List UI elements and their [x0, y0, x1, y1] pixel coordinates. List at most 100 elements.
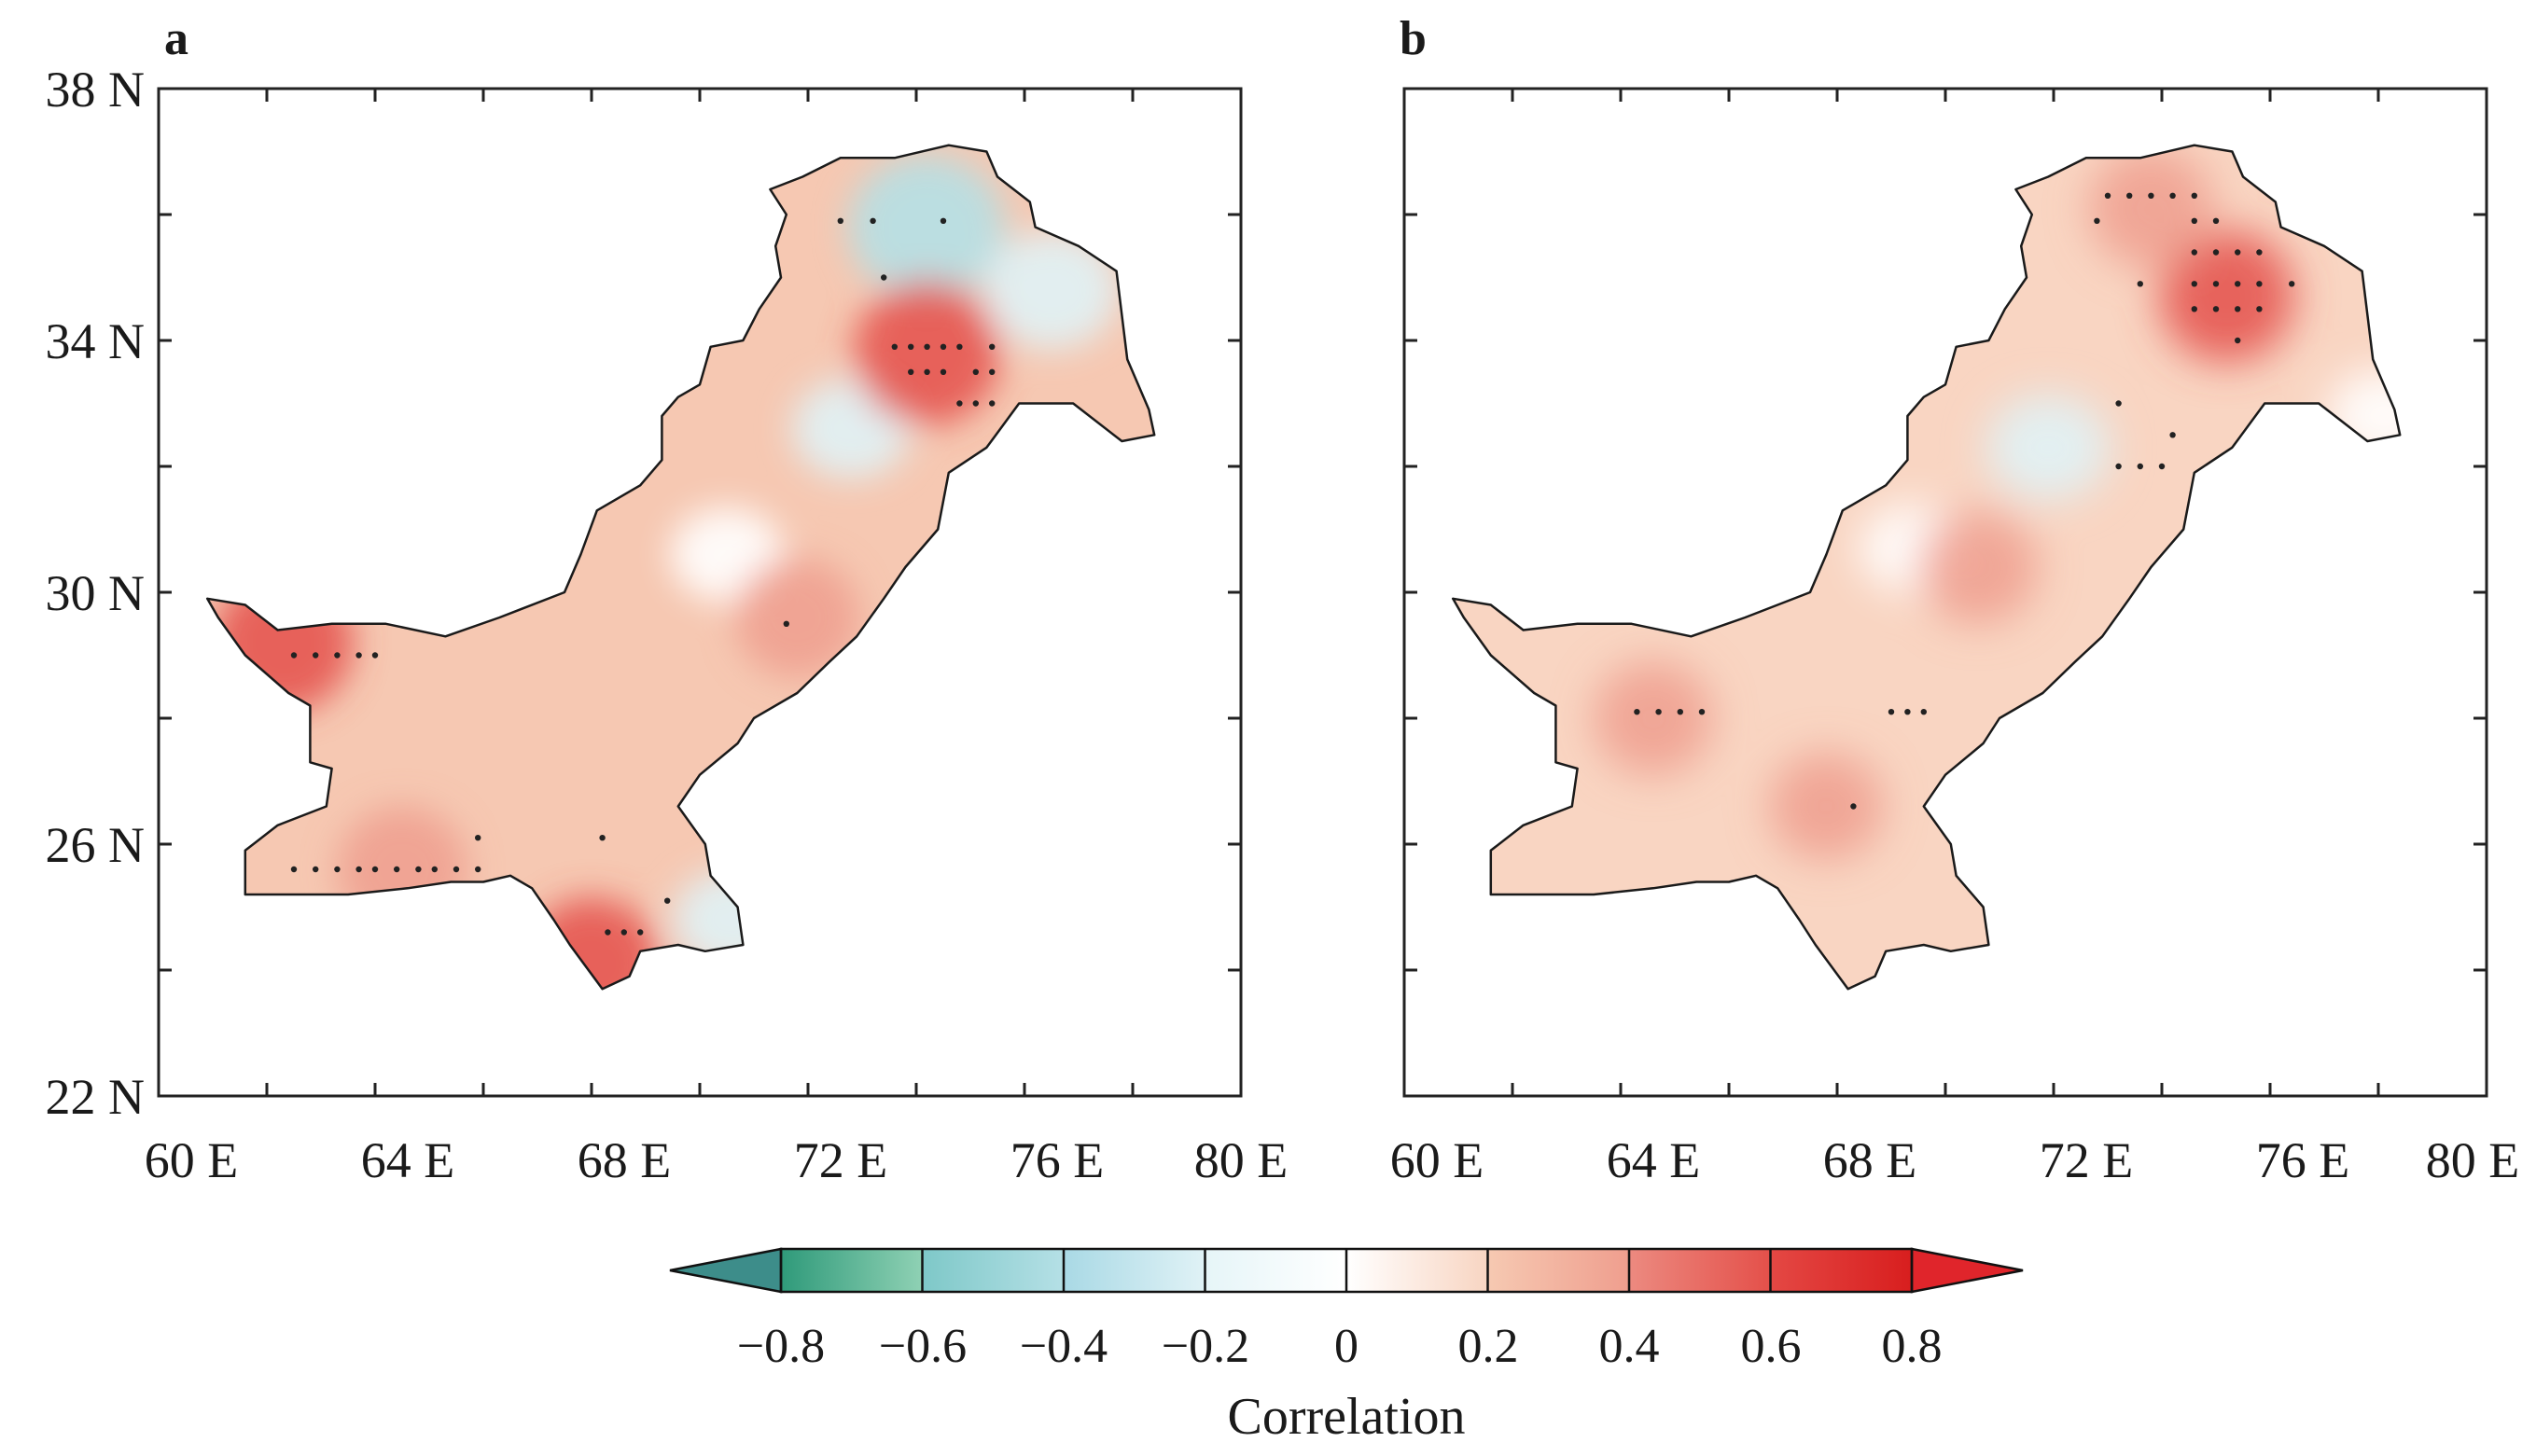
- significance-dot: [1655, 709, 1662, 715]
- panel-b-field: [1453, 145, 2401, 990]
- significance-dot: [2191, 281, 2197, 287]
- positive-patch: [854, 280, 1000, 426]
- positive-patch: [523, 897, 660, 990]
- colorbar-extend-low: [669, 1247, 783, 1294]
- negative-patch: [983, 229, 1120, 351]
- significance-dot: [1888, 709, 1895, 715]
- colorbar-segment: [1629, 1249, 1771, 1292]
- lon-label-64: 64 E: [361, 1132, 455, 1188]
- significance-dot: [972, 368, 980, 375]
- significance-dot: [355, 866, 362, 873]
- significance-dots-b: [1634, 192, 2295, 810]
- cbar-label-06: 0.6: [1741, 1320, 1802, 1373]
- significance-dot: [924, 343, 930, 350]
- lon-label-b-76: 76 E: [2256, 1132, 2350, 1188]
- lon-label-60: 60 E: [145, 1132, 239, 1188]
- significance-dot: [664, 897, 671, 904]
- lon-label-b-72: 72 E: [2040, 1132, 2134, 1188]
- significance-dot: [2169, 432, 2176, 438]
- significance-dot: [940, 343, 947, 350]
- lon-label-76: 76 E: [1010, 1132, 1105, 1188]
- significance-dot: [2289, 281, 2295, 287]
- colorbar-segment: [781, 1249, 923, 1292]
- significance-dot: [2191, 306, 2197, 312]
- lon-label-b-80: 80 E: [2426, 1132, 2520, 1188]
- cbar-label-02: 0.2: [1458, 1320, 1519, 1373]
- significance-dot: [620, 929, 627, 936]
- significance-dot: [2235, 306, 2241, 312]
- lon-label-68: 68 E: [578, 1132, 672, 1188]
- lon-tick-labels-b: 60 E 64 E 68 E 72 E 76 E 80 E: [1390, 1132, 2520, 1188]
- significance-dot: [637, 929, 644, 936]
- significance-dot: [870, 217, 876, 224]
- significance-dot: [475, 866, 481, 873]
- significance-dot: [2191, 217, 2197, 224]
- significance-dot: [2115, 463, 2122, 470]
- significance-dot: [334, 866, 341, 873]
- significance-dots-a: [290, 217, 996, 936]
- colorbar-tick-labels: −0.8 −0.6 −0.4 −0.2 0 0.2 0.4 0.6 0.8: [737, 1320, 1943, 1373]
- significance-dot: [371, 652, 379, 659]
- lat-label-30: 30 N: [46, 565, 146, 621]
- significance-dot: [908, 343, 914, 350]
- colorbar: −0.8 −0.6 −0.4 −0.2 0 0.2 0.4 0.6 0.8 Co…: [669, 1247, 2024, 1446]
- cbar-label-08: 0.8: [1882, 1320, 1943, 1373]
- lon-label-b-60: 60 E: [1390, 1132, 1484, 1188]
- significance-dot: [2235, 249, 2241, 256]
- significance-dot: [2137, 463, 2143, 470]
- significance-dot: [783, 620, 789, 627]
- significance-dot: [956, 400, 963, 407]
- significance-dot: [2256, 306, 2263, 312]
- colorbar-segment: [922, 1249, 1064, 1292]
- significance-dot: [2212, 306, 2220, 312]
- significance-dot: [599, 835, 606, 841]
- significance-dot: [2235, 337, 2241, 344]
- lon-label-72: 72 E: [794, 1132, 888, 1188]
- significance-dot: [415, 866, 422, 873]
- panel-a-field: [207, 145, 1155, 990]
- significance-dot: [2094, 217, 2100, 224]
- significance-dot: [431, 866, 438, 873]
- lon-tick-labels-a: 60 E 64 E 68 E 72 E 76 E 80 E: [145, 1132, 1289, 1188]
- country-border-a: [205, 144, 1156, 991]
- lon-label-b-64: 64 E: [1607, 1132, 1701, 1188]
- cbar-label-neg08: −0.8: [737, 1320, 825, 1373]
- significance-dot: [394, 866, 400, 873]
- significance-dot: [1634, 709, 1640, 715]
- significance-dot: [2256, 281, 2263, 287]
- significance-dot: [940, 217, 947, 224]
- significance-dot: [1904, 709, 1911, 715]
- colorbar-segment: [1487, 1249, 1629, 1292]
- panel-label-b: b: [1400, 12, 1427, 65]
- colorbar-segment: [1064, 1249, 1205, 1292]
- negative-patch: [848, 154, 1006, 300]
- significance-dot: [371, 866, 379, 873]
- lon-label-b-68: 68 E: [1823, 1132, 1917, 1188]
- significance-dot: [2137, 281, 2143, 287]
- significance-dot: [891, 343, 898, 350]
- significance-dot: [2115, 400, 2122, 407]
- colorbar-title: Correlation: [1227, 1388, 1465, 1446]
- lat-label-38: 38 N: [46, 62, 146, 118]
- significance-dot: [2212, 281, 2220, 287]
- significance-dot: [2235, 281, 2241, 287]
- colorbar-segment: [1770, 1249, 1912, 1292]
- positive-patch: [2159, 229, 2295, 363]
- significance-dot: [334, 652, 341, 659]
- significance-dot: [881, 274, 887, 281]
- significance-dot: [605, 929, 611, 936]
- colorbar-segments: [781, 1249, 1912, 1292]
- colorbar-extend-high: [1910, 1247, 2024, 1294]
- significance-dot: [2212, 249, 2220, 256]
- positive-patch: [1594, 661, 1713, 775]
- significance-dot: [989, 400, 996, 407]
- cbar-label-neg06: −0.6: [879, 1320, 967, 1373]
- significance-dot: [313, 652, 319, 659]
- axis-ticks-a: [157, 87, 1243, 1098]
- cbar-label-zero: 0: [1334, 1320, 1359, 1373]
- significance-dot: [2104, 192, 2111, 199]
- significance-dot: [2126, 192, 2133, 199]
- country-border-b: [1451, 144, 2402, 991]
- lat-label-22: 22 N: [46, 1069, 146, 1125]
